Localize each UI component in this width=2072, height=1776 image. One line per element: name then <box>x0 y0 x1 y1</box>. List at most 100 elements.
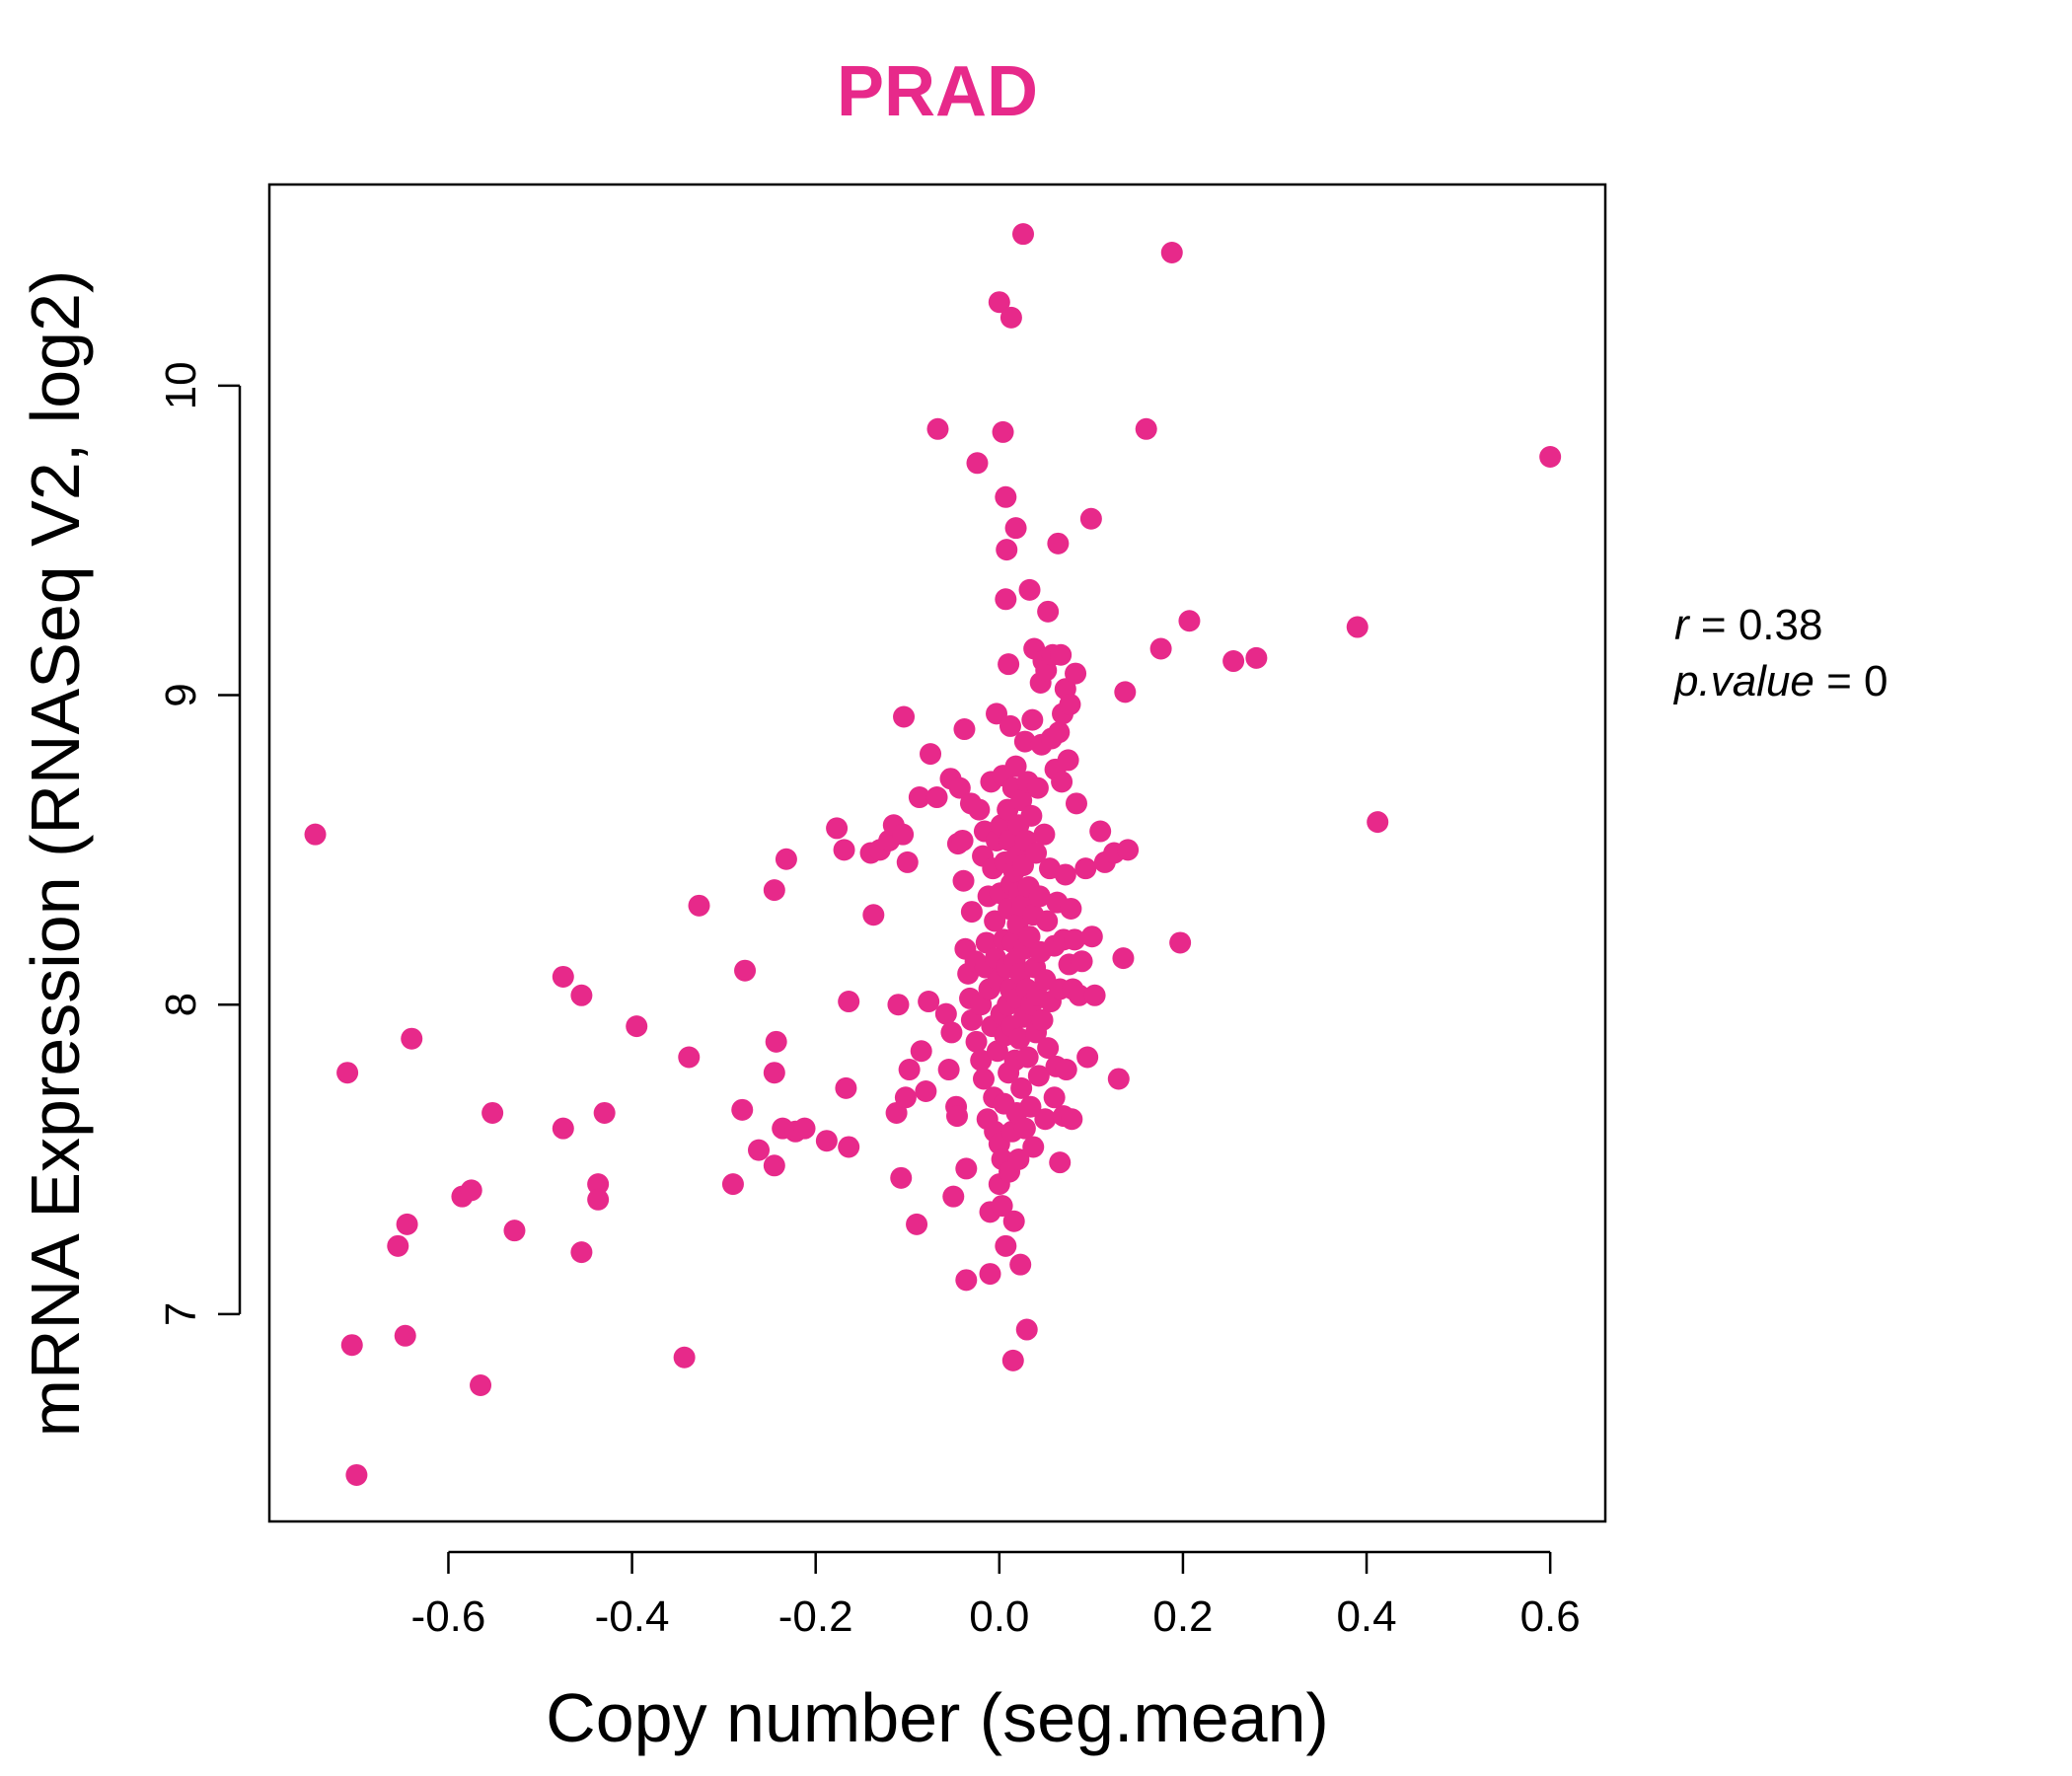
data-point <box>946 1105 969 1128</box>
data-point <box>1064 928 1086 951</box>
data-point <box>968 798 991 821</box>
data-point <box>748 1139 771 1161</box>
plot-frame <box>267 183 1607 1523</box>
data-point <box>920 743 942 766</box>
data-point <box>1065 662 1087 685</box>
x-tick-label: 0.4 <box>1336 1592 1396 1641</box>
data-point <box>966 452 989 475</box>
data-point <box>765 1030 787 1053</box>
data-point <box>838 991 860 1013</box>
data-point <box>460 1179 482 1202</box>
r-equals: = <box>1701 601 1739 649</box>
data-point <box>1112 947 1135 970</box>
data-point <box>1068 984 1090 1006</box>
data-point <box>1071 950 1093 973</box>
data-point <box>1018 578 1041 601</box>
data-point <box>1027 1065 1050 1087</box>
data-point <box>838 1136 860 1158</box>
y-axis: 7 8 9 10 <box>157 361 242 1326</box>
svg-text:r = 0.38: r = 0.38 <box>1674 601 1822 649</box>
data-point <box>906 1213 928 1235</box>
svg-text:p.value = 0: p.value = 0 <box>1672 657 1888 705</box>
data-point <box>1018 925 1041 948</box>
data-point <box>1079 507 1102 530</box>
data-point <box>996 539 1018 561</box>
data-point <box>955 1157 978 1180</box>
data-point <box>992 420 1014 443</box>
data-point <box>986 703 1008 725</box>
data-point <box>552 965 574 988</box>
data-point <box>1060 897 1082 920</box>
data-point <box>984 910 1006 932</box>
y-tick-label: 10 <box>157 361 205 409</box>
data-point <box>999 306 1022 329</box>
x-tick-label: 0.0 <box>969 1592 1029 1641</box>
data-point <box>1037 600 1060 623</box>
data-point <box>1245 646 1268 669</box>
data-point <box>991 1195 1013 1218</box>
data-point <box>481 1101 504 1124</box>
data-point <box>1089 820 1112 843</box>
data-point <box>734 959 757 982</box>
data-point <box>1074 857 1097 880</box>
data-point <box>952 869 975 892</box>
data-point <box>763 1154 785 1177</box>
y-tick-label: 8 <box>157 993 205 1016</box>
data-point <box>1055 1059 1077 1081</box>
data-point <box>815 1130 838 1152</box>
data-point <box>1059 693 1081 715</box>
data-point <box>948 777 971 799</box>
data-point <box>918 991 940 1013</box>
data-point <box>1065 792 1087 815</box>
data-point <box>1048 721 1071 744</box>
x-tick-label: 0.6 <box>1520 1592 1581 1641</box>
x-axis-label: Copy number (seg.mean) <box>546 1679 1329 1756</box>
data-point <box>892 823 915 846</box>
data-point <box>890 1166 913 1189</box>
data-point <box>955 1269 978 1292</box>
y-tick-label: 9 <box>157 683 205 706</box>
data-point <box>995 1234 1017 1257</box>
data-point <box>1013 1117 1036 1140</box>
data-point <box>940 1021 963 1044</box>
data-point <box>1036 910 1059 932</box>
data-point <box>1010 1076 1033 1099</box>
data-point <box>1149 637 1172 660</box>
data-point <box>915 1080 937 1103</box>
x-tick-label: -0.6 <box>411 1592 486 1641</box>
data-point <box>951 829 974 851</box>
data-point <box>593 1101 616 1124</box>
x-axis: -0.6 -0.4 -0.2 0.0 0.2 0.4 0.6 <box>411 1550 1581 1641</box>
data-point <box>1008 1027 1031 1050</box>
data-point <box>1022 1136 1045 1158</box>
data-point <box>898 1059 921 1081</box>
data-point <box>953 718 976 741</box>
data-point <box>1054 863 1076 886</box>
r-value: 0.38 <box>1739 601 1823 649</box>
data-point <box>960 901 983 924</box>
data-point <box>1169 931 1192 954</box>
data-point <box>626 1015 648 1038</box>
data-point <box>862 904 885 926</box>
data-point <box>1031 1008 1054 1031</box>
data-point <box>833 839 855 861</box>
data-point <box>1028 885 1051 908</box>
y-axis-label: mRNA Expression (RNASeq V2, log2) <box>17 270 94 1438</box>
data-point <box>926 417 949 440</box>
data-point <box>340 1334 363 1357</box>
data-point <box>1049 1151 1072 1174</box>
data-point <box>893 705 916 728</box>
data-point <box>934 1002 957 1025</box>
data-point <box>1009 1253 1032 1276</box>
data-point <box>1004 517 1027 540</box>
data-point <box>972 1068 995 1090</box>
data-point <box>979 1263 1001 1286</box>
data-point <box>775 848 797 870</box>
p-value: 0 <box>1864 657 1887 705</box>
data-point <box>470 1373 492 1396</box>
p-equals: = <box>1826 657 1864 705</box>
data-point <box>793 1117 816 1140</box>
data-point <box>1012 223 1035 246</box>
data-point <box>396 1213 418 1235</box>
p-symbol: p.value <box>1672 657 1814 705</box>
